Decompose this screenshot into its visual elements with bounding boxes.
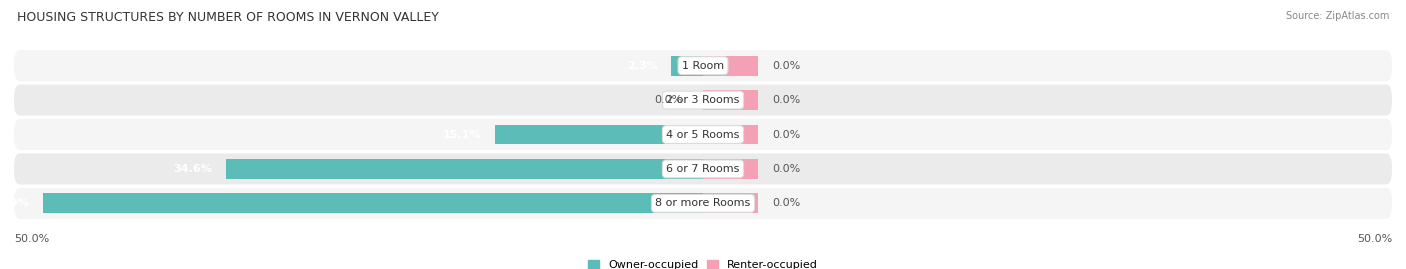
Text: 47.9%: 47.9% bbox=[0, 198, 30, 208]
FancyBboxPatch shape bbox=[14, 50, 1392, 81]
FancyBboxPatch shape bbox=[14, 153, 1392, 185]
Bar bbox=[671, 56, 703, 76]
Text: 0.0%: 0.0% bbox=[772, 61, 800, 71]
Bar bbox=[226, 159, 703, 179]
Legend: Owner-occupied, Renter-occupied: Owner-occupied, Renter-occupied bbox=[588, 260, 818, 269]
Bar bbox=[703, 125, 758, 144]
Text: HOUSING STRUCTURES BY NUMBER OF ROOMS IN VERNON VALLEY: HOUSING STRUCTURES BY NUMBER OF ROOMS IN… bbox=[17, 11, 439, 24]
Text: 4 or 5 Rooms: 4 or 5 Rooms bbox=[666, 129, 740, 140]
Bar bbox=[44, 193, 703, 213]
Text: 6 or 7 Rooms: 6 or 7 Rooms bbox=[666, 164, 740, 174]
Text: 50.0%: 50.0% bbox=[14, 234, 49, 244]
Text: 0.0%: 0.0% bbox=[772, 198, 800, 208]
Text: 0.0%: 0.0% bbox=[654, 95, 682, 105]
Bar bbox=[703, 56, 758, 76]
Text: 34.6%: 34.6% bbox=[174, 164, 212, 174]
Text: 1 Room: 1 Room bbox=[682, 61, 724, 71]
Text: 0.0%: 0.0% bbox=[772, 164, 800, 174]
Text: 2.3%: 2.3% bbox=[627, 61, 658, 71]
Bar bbox=[703, 193, 758, 213]
Text: 15.1%: 15.1% bbox=[443, 129, 481, 140]
Bar bbox=[495, 125, 703, 144]
Bar bbox=[703, 90, 758, 110]
Bar bbox=[703, 159, 758, 179]
FancyBboxPatch shape bbox=[14, 119, 1392, 150]
Text: 0.0%: 0.0% bbox=[772, 95, 800, 105]
Text: 8 or more Rooms: 8 or more Rooms bbox=[655, 198, 751, 208]
FancyBboxPatch shape bbox=[14, 188, 1392, 219]
Text: 0.0%: 0.0% bbox=[772, 129, 800, 140]
FancyBboxPatch shape bbox=[14, 84, 1392, 116]
Text: 50.0%: 50.0% bbox=[1357, 234, 1392, 244]
Text: 2 or 3 Rooms: 2 or 3 Rooms bbox=[666, 95, 740, 105]
Text: Source: ZipAtlas.com: Source: ZipAtlas.com bbox=[1285, 11, 1389, 21]
